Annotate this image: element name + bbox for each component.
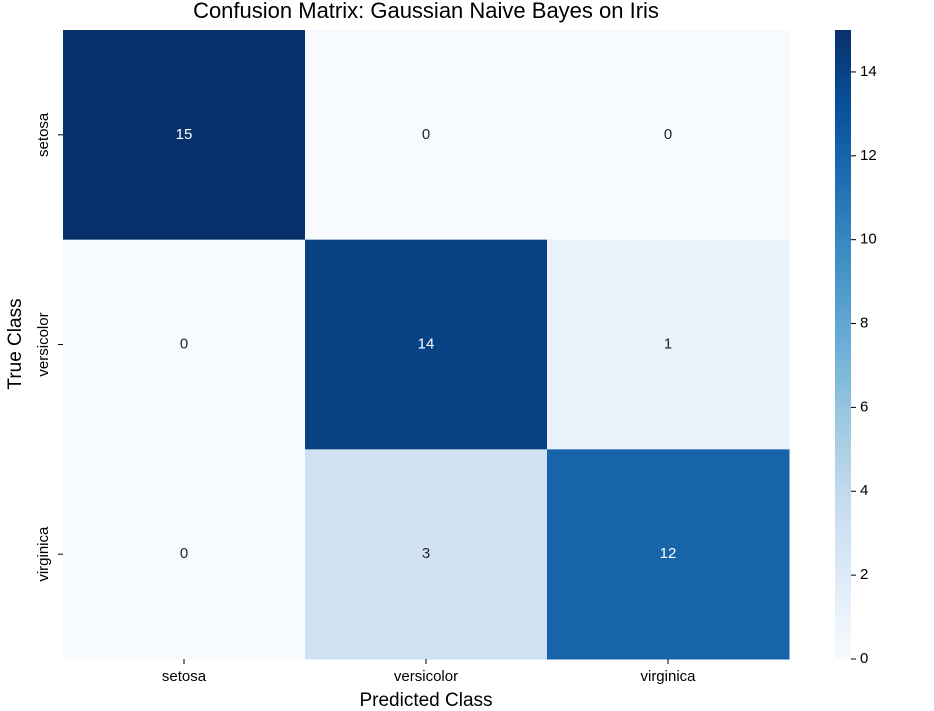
y-axis-label: True Class bbox=[5, 298, 26, 389]
y-tick-label: virginica bbox=[35, 526, 52, 582]
cell-label: 15 bbox=[176, 126, 193, 143]
heatmap-cell bbox=[305, 449, 548, 660]
heatmap-cell bbox=[63, 449, 306, 660]
y-tick-label: setosa bbox=[35, 112, 52, 157]
cell-label: 0 bbox=[180, 545, 188, 562]
heatmap-cell bbox=[547, 239, 790, 450]
cell-label: 1 bbox=[664, 335, 672, 352]
colorbar-tick-label: 8 bbox=[860, 315, 868, 332]
x-axis-label: Predicted Class bbox=[359, 690, 492, 711]
x-tick-label: virginica bbox=[640, 668, 696, 685]
cell-label: 14 bbox=[418, 335, 435, 352]
heatmap-cell bbox=[547, 30, 790, 241]
x-tick-label: setosa bbox=[162, 668, 207, 685]
heatmap-cell bbox=[63, 239, 306, 450]
cell-label: 0 bbox=[180, 335, 188, 352]
heatmap-cell bbox=[305, 239, 548, 450]
colorbar-tick-label: 14 bbox=[860, 63, 877, 80]
y-tick-label: versicolor bbox=[35, 312, 52, 376]
heatmap-cell bbox=[305, 30, 548, 241]
cell-label: 0 bbox=[422, 126, 430, 143]
colorbar-tick-label: 4 bbox=[860, 482, 868, 499]
colorbar-tick-label: 10 bbox=[860, 231, 877, 248]
colorbar-tick-label: 12 bbox=[860, 147, 877, 164]
x-tick-label: versicolor bbox=[394, 668, 458, 685]
colorbar-tick-label: 2 bbox=[860, 566, 868, 583]
colorbar-tick-label: 6 bbox=[860, 398, 868, 415]
cell-label: 12 bbox=[660, 545, 677, 562]
chart-title: Confusion Matrix: Gaussian Naive Bayes o… bbox=[193, 0, 659, 23]
heatmap-cell bbox=[547, 449, 790, 660]
heatmap-cell bbox=[63, 30, 306, 241]
colorbar bbox=[835, 30, 851, 659]
cell-label: 3 bbox=[422, 545, 430, 562]
colorbar-tick-label: 0 bbox=[860, 650, 868, 667]
cell-label: 0 bbox=[664, 126, 672, 143]
